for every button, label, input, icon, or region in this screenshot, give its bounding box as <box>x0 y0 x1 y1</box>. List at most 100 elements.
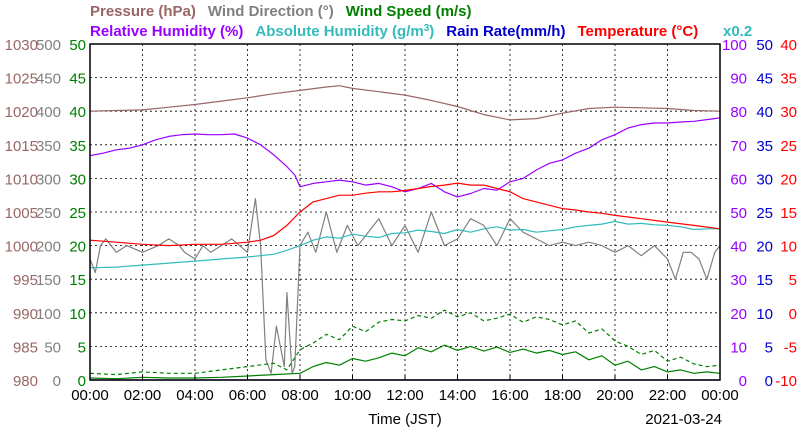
legend-entry: Absolute Humidity (g/m3) <box>255 23 434 41</box>
wind-speed-tick-label: 20 <box>69 239 86 256</box>
legend-entry: Rain Rate(mm/h) <box>446 23 565 40</box>
x-tick-label: 16:00 <box>491 387 529 404</box>
humidity-tick-label: 80 <box>730 104 747 121</box>
wind-speed-tick-label: 15 <box>69 272 86 289</box>
humidity-tick-label: 60 <box>730 171 747 188</box>
wind-direction-tick-label: 150 <box>36 272 61 289</box>
temperature-tick-label: 5 <box>789 272 797 289</box>
wind-speed-tick-label: 50 <box>69 37 86 54</box>
wind-speed-tick-label: 25 <box>69 205 86 222</box>
humidity-tick-label: 0 <box>739 373 747 390</box>
x-tick-label: 10:00 <box>334 387 372 404</box>
wind-direction-tick-label: 500 <box>36 37 61 54</box>
grid-lines <box>90 44 720 380</box>
legend-entry: Pressure (hPa) <box>90 3 196 20</box>
x-tick-label: 02:00 <box>124 387 162 404</box>
series-line-1 <box>89 198 721 374</box>
rain-rate-tick-label: 25 <box>756 205 773 222</box>
rain-rate-tick-label: 20 <box>756 239 773 256</box>
humidity-tick-label: 40 <box>730 239 747 256</box>
pressure-tick-label: 1015 <box>5 138 38 155</box>
temperature-tick-label: 25 <box>780 138 797 155</box>
x-tick-label: 00:00 <box>71 387 109 404</box>
pressure-tick-label: 995 <box>13 272 38 289</box>
pressure-tick-label: 990 <box>13 306 38 323</box>
legend-entry: Relative Humidity (%) <box>90 23 243 40</box>
temperature-tick-label: 40 <box>780 37 797 54</box>
x-tick-label: 04:00 <box>176 387 214 404</box>
x-tick-label: 20:00 <box>596 387 634 404</box>
rain-rate-tick-label: 50 <box>756 37 773 54</box>
wind-direction-tick-label: 100 <box>36 306 61 323</box>
x-tick-label: 08:00 <box>281 387 319 404</box>
pressure-tick-label: 1020 <box>5 104 38 121</box>
data-series <box>89 85 721 381</box>
series-line-7 <box>89 182 721 247</box>
pressure-tick-label: 1030 <box>5 37 38 54</box>
chart-legend: Pressure (hPa) Wind Direction (°) Wind Spe… <box>90 3 752 40</box>
wind-speed-tick-label: 0 <box>78 373 86 390</box>
x-axis-label: Time (JST) <box>368 411 442 428</box>
wind-speed-tick-label: 35 <box>69 138 86 155</box>
temperature-tick-label: 35 <box>780 71 797 88</box>
left-axes: 1030102510201015101010051000995990985980… <box>5 37 86 390</box>
wind-direction-tick-label: 450 <box>36 71 61 88</box>
temperature-tick-label: -5 <box>784 339 797 356</box>
humidity-tick-label: 90 <box>730 71 747 88</box>
wind-direction-tick-label: 400 <box>36 104 61 121</box>
legend-entry: Wind Speed (m/s) <box>346 3 472 20</box>
pressure-tick-label: 980 <box>13 373 38 390</box>
x-tick-label: 00:00 <box>701 387 739 404</box>
temperature-tick-label: 0 <box>789 306 797 323</box>
pressure-tick-label: 1000 <box>5 239 38 256</box>
rain-rate-tick-label: 45 <box>756 71 773 88</box>
temperature-tick-label: -10 <box>775 373 797 390</box>
rain-rate-tick-label: 40 <box>756 104 773 121</box>
rain-rate-tick-label: 5 <box>765 339 773 356</box>
temperature-tick-label: 10 <box>780 239 797 256</box>
pressure-tick-label: 1010 <box>5 171 38 188</box>
temperature-tick-label: 30 <box>780 104 797 121</box>
rain-rate-tick-label: 35 <box>756 138 773 155</box>
pressure-tick-label: 985 <box>13 339 38 356</box>
series-line-5 <box>89 220 720 269</box>
wind-direction-tick-label: 300 <box>36 171 61 188</box>
wind-direction-tick-label: 350 <box>36 138 61 155</box>
legend-entry: x0.2 <box>723 23 752 40</box>
rain-rate-tick-label: 10 <box>756 306 773 323</box>
legend-entry: Temperature (°C) <box>577 23 698 40</box>
wind-direction-tick-label: 50 <box>44 339 61 356</box>
temperature-tick-label: 15 <box>780 205 797 222</box>
temperature-tick-label: 20 <box>780 171 797 188</box>
x-axis: 00:00 02:00 04:00 06:00 08:00 10:00 12:00 14:00… <box>71 375 739 404</box>
pressure-tick-label: 1005 <box>5 205 38 222</box>
wind-direction-tick-label: 200 <box>36 239 61 256</box>
wind-speed-tick-label: 10 <box>69 306 86 323</box>
legend-entry: Wind Direction (°) <box>208 3 334 20</box>
humidity-tick-label: 50 <box>730 205 747 222</box>
right-axes: 1009080706050403020100504540353025201510… <box>722 37 797 390</box>
wind-direction-tick-label: 0 <box>53 373 61 390</box>
rain-rate-tick-label: 15 <box>756 272 773 289</box>
series-line-0 <box>89 85 721 121</box>
humidity-tick-label: 20 <box>730 306 747 323</box>
series-line-3 <box>89 309 721 376</box>
x-tick-label: 12:00 <box>386 387 424 404</box>
humidity-tick-label: 10 <box>730 339 747 356</box>
rain-rate-tick-label: 30 <box>756 171 773 188</box>
series-line-4 <box>89 117 721 198</box>
series-line-2 <box>89 344 721 380</box>
wind-speed-tick-label: 40 <box>69 104 86 121</box>
humidity-tick-label: 100 <box>722 37 747 54</box>
humidity-tick-label: 70 <box>730 138 747 155</box>
wind-speed-tick-label: 30 <box>69 171 86 188</box>
x-tick-label: 18:00 <box>544 387 582 404</box>
rain-rate-tick-label: 0 <box>765 373 773 390</box>
x-tick-label: 22:00 <box>649 387 687 404</box>
humidity-tick-label: 30 <box>730 272 747 289</box>
pressure-tick-label: 1025 <box>5 71 38 88</box>
wind-direction-tick-label: 250 <box>36 205 61 222</box>
date-label: 2021-03-24 <box>645 411 722 428</box>
wind-speed-tick-label: 5 <box>78 339 86 356</box>
